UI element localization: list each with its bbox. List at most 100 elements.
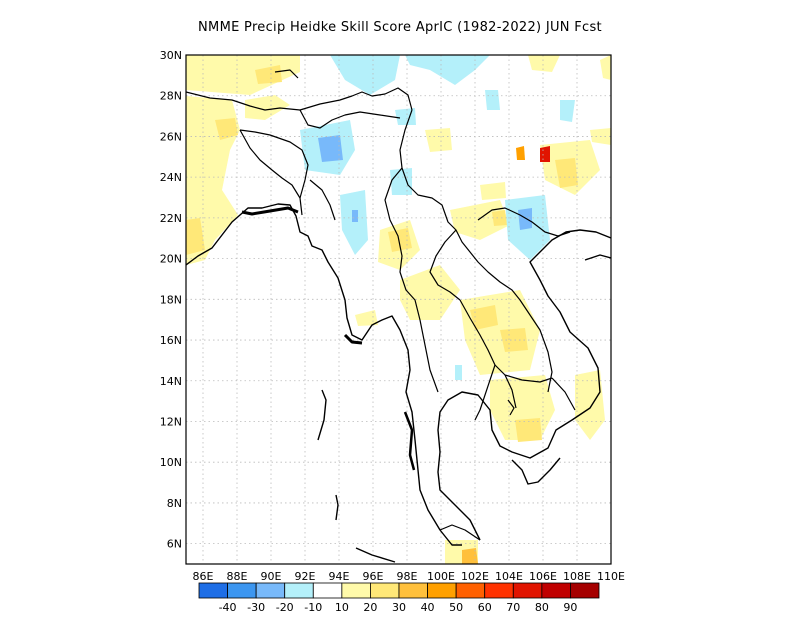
- skill-area: [400, 265, 460, 320]
- skill-area: [460, 290, 540, 375]
- skill-area: [390, 168, 412, 195]
- colorbar-swatch: [484, 582, 514, 599]
- coastline: [403, 411, 416, 471]
- border: [474, 364, 496, 421]
- coastline: [343, 333, 363, 345]
- colorbar-swatch: [398, 582, 428, 599]
- colorbar-label: -20: [276, 601, 294, 614]
- skill-area: [318, 135, 343, 162]
- skill-area: [462, 548, 478, 564]
- lon-tick-label: 98E: [397, 570, 418, 583]
- skill-area: [560, 100, 575, 122]
- colorbar-label: 20: [363, 601, 377, 614]
- colorbar-labels: -40 -30 -20 -10 10 20 30 40 50 60 70 80 90: [219, 601, 578, 614]
- lat-tick-label: 26N: [160, 130, 182, 143]
- lat-tick-label: 24N: [160, 171, 182, 184]
- coastline: [186, 203, 462, 546]
- skill-area: [425, 128, 452, 152]
- skill-area: [330, 55, 400, 95]
- colorbar-swatch: [227, 582, 257, 599]
- colorbar-swatch: [455, 582, 486, 599]
- skill-area: [485, 90, 500, 110]
- colorbar: [198, 582, 600, 599]
- border: [186, 87, 413, 111]
- lon-tick-label: 104E: [495, 570, 523, 583]
- colorbar-swatch: [312, 582, 343, 599]
- skill-area: [515, 418, 542, 442]
- skill-area: [255, 65, 282, 84]
- skill-area: [575, 370, 605, 440]
- colorbar-label: 70: [506, 601, 520, 614]
- skill-area: [528, 55, 560, 72]
- border: [384, 167, 439, 393]
- longitude-labels: 86E 88E 90E 92E 94E 96E 98E 100E 102E 104E 106E 108…: [193, 570, 625, 583]
- colorbar-swatch: [255, 582, 286, 599]
- country-borders: [186, 69, 576, 541]
- lat-tick-label: 10N: [160, 456, 182, 469]
- skill-area: [540, 146, 550, 162]
- lon-tick-label: 100E: [427, 570, 455, 583]
- coastline: [437, 229, 611, 541]
- border: [309, 179, 336, 221]
- lon-tick-label: 102E: [461, 570, 489, 583]
- lat-tick-label: 28N: [160, 90, 182, 103]
- colorbar-label: -10: [304, 601, 322, 614]
- skill-area: [388, 228, 412, 252]
- skill-area: [352, 210, 358, 222]
- skill-area: [492, 210, 507, 226]
- colorbar-label: 30: [392, 601, 406, 614]
- map-frame: [185, 54, 612, 565]
- skill-area: [480, 182, 506, 200]
- coastline: [317, 389, 327, 441]
- colorbar-swatch: [370, 582, 400, 599]
- coastline: [355, 547, 396, 563]
- coastlines: [186, 203, 611, 563]
- coastline: [241, 206, 299, 216]
- colorbar-swatch: [284, 582, 314, 599]
- coastline: [584, 254, 611, 261]
- skill-area: [518, 208, 532, 230]
- chart-title: NMME Precip Heidke Skill Score AprIC (19…: [198, 20, 602, 35]
- lon-tick-label: 88E: [227, 570, 248, 583]
- colorbar-swatch: [198, 582, 228, 599]
- lat-tick-label: 20N: [160, 253, 182, 266]
- border: [399, 109, 553, 393]
- skill-area: [600, 55, 611, 80]
- colorbar-label: 40: [421, 601, 435, 614]
- lon-tick-label: 92E: [295, 570, 316, 583]
- skill-area: [340, 190, 368, 255]
- colorbar-swatch: [512, 582, 543, 599]
- border: [239, 129, 303, 216]
- colorbar-label: 60: [478, 601, 492, 614]
- lat-tick-label: 16N: [160, 334, 182, 347]
- skill-area: [455, 365, 462, 380]
- lat-tick-label: 22N: [160, 212, 182, 225]
- lat-tick-label: 12N: [160, 415, 182, 428]
- lon-tick-label: 94E: [329, 570, 350, 583]
- lat-tick-label: 14N: [160, 375, 182, 388]
- coastline: [335, 494, 339, 521]
- skill-shading: [186, 55, 611, 564]
- skill-area: [186, 55, 300, 95]
- skill-area: [500, 328, 528, 352]
- lon-tick-label: 96E: [363, 570, 384, 583]
- border: [504, 374, 517, 409]
- skill-area: [516, 146, 525, 160]
- border: [439, 524, 481, 541]
- border: [477, 207, 571, 237]
- lon-tick-label: 90E: [261, 570, 282, 583]
- colorbar-label: 90: [563, 601, 577, 614]
- colorbar-swatch: [341, 582, 371, 599]
- colorbar-swatch: [541, 582, 571, 599]
- colorbar-label: 80: [535, 601, 549, 614]
- skill-area: [395, 108, 416, 125]
- skill-area: [355, 310, 378, 326]
- lon-tick-label: 106E: [529, 570, 557, 583]
- colorbar-swatch: [427, 582, 457, 599]
- colorbar-label: -30: [247, 601, 265, 614]
- lat-tick-label: 6N: [167, 538, 182, 551]
- colorbar-label: -40: [219, 601, 237, 614]
- coastline: [511, 457, 561, 485]
- lon-tick-label: 86E: [193, 570, 214, 583]
